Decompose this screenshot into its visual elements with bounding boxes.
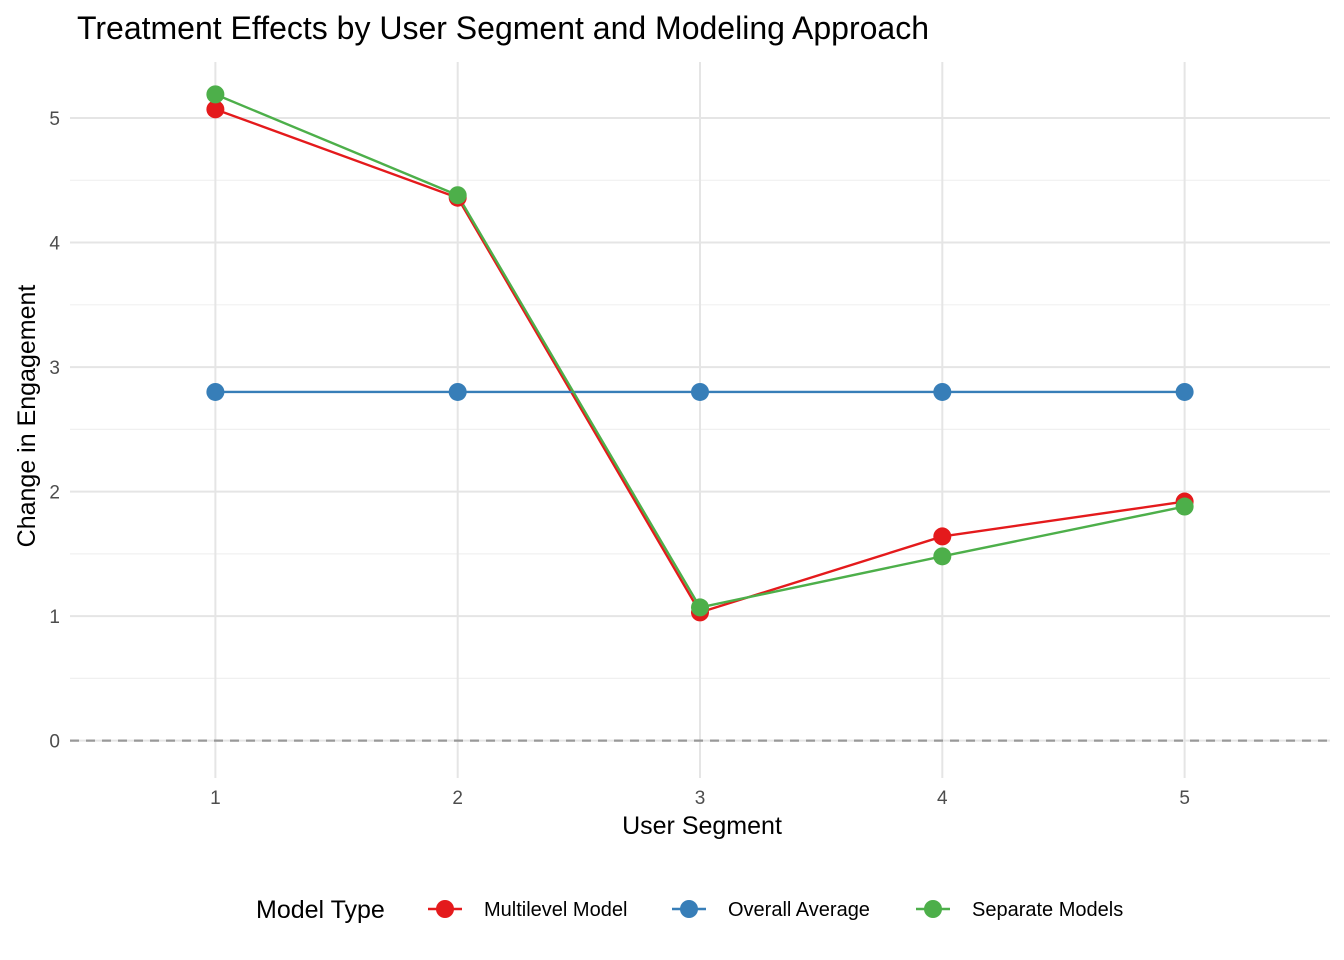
- y-tick-label: 1: [49, 607, 60, 628]
- series-point-0: [933, 527, 952, 546]
- legend-label: Separate Models: [972, 899, 1123, 921]
- series-point-1: [933, 382, 952, 401]
- chart-title: Treatment Effects by User Segment and Mo…: [77, 10, 929, 46]
- series-point-2: [1175, 497, 1194, 516]
- series-point-1: [448, 382, 467, 401]
- y-axis-title: Change in Engagement: [13, 285, 41, 548]
- legend-title: Model Type: [256, 896, 385, 924]
- series-point-2: [691, 598, 709, 617]
- series-point-1: [1175, 382, 1194, 401]
- axis-tick-labels: 0 1 2 3 4 5 1 2 3 4 5: [49, 109, 1189, 809]
- legend-key-point: [924, 900, 942, 918]
- legend-label: Overall Average: [728, 899, 870, 921]
- legend-key-point: [436, 900, 454, 918]
- series-point-1: [691, 382, 709, 401]
- y-tick-label: 0: [49, 732, 60, 753]
- x-tick-label: 5: [1179, 788, 1190, 809]
- series-layer: [206, 85, 1194, 622]
- y-tick-label: 4: [49, 234, 60, 255]
- legend-key-point: [680, 900, 698, 918]
- series-point-2: [206, 85, 225, 104]
- x-axis-title: User Segment: [622, 812, 782, 840]
- y-tick-label: 5: [49, 109, 60, 130]
- x-tick-label: 2: [452, 788, 463, 809]
- series-point-1: [206, 382, 225, 401]
- x-tick-label: 4: [937, 788, 948, 809]
- x-tick-label: 3: [695, 788, 706, 809]
- series-point-2: [448, 186, 467, 205]
- y-tick-label: 3: [49, 358, 60, 379]
- legend-label: Multilevel Model: [484, 899, 627, 921]
- legend: Model Type Multilevel Model Overall Avera…: [256, 896, 1123, 924]
- series-point-0: [206, 100, 225, 119]
- grid: [70, 62, 1330, 778]
- series-point-2: [933, 547, 952, 566]
- x-tick-label: 1: [210, 788, 221, 809]
- y-tick-label: 2: [49, 483, 60, 504]
